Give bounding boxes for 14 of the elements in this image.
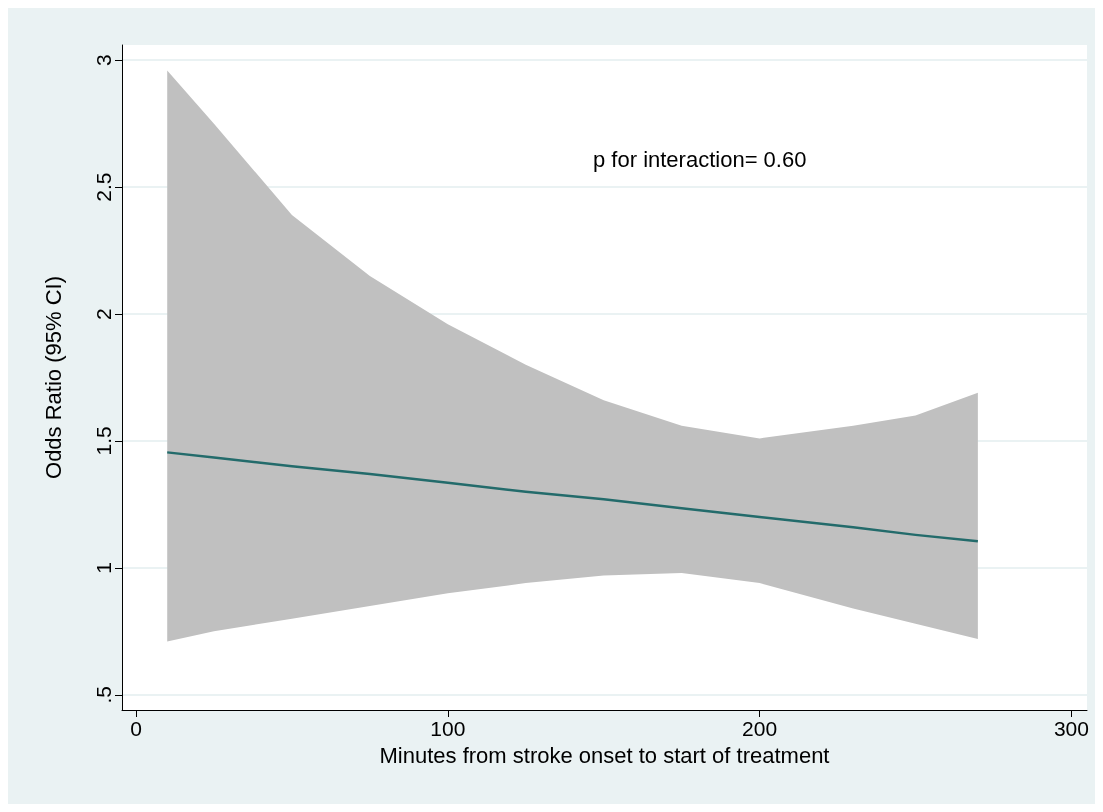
y-tick-label: 2.5: [92, 172, 115, 202]
x-tick-label: 200: [742, 717, 778, 740]
x-axis-title: Minutes from stroke onset to start of treatment: [379, 742, 830, 768]
y-tick-label: .5: [92, 686, 115, 704]
y-tick-label: 1: [92, 562, 115, 574]
y-tick-label: 1.5: [92, 426, 115, 456]
line-series: [165, 451, 980, 543]
x-tick-label: 300: [1053, 717, 1089, 740]
y-axis-title: Odds Ratio (95% CI): [40, 276, 66, 479]
y-tick-label: 3: [92, 54, 115, 67]
annotation: p for interaction= 0.60: [593, 146, 807, 172]
x-tick-label: 100: [430, 717, 466, 740]
x-tick-label: 0: [130, 717, 142, 740]
y-tick-label: 2: [92, 308, 115, 320]
